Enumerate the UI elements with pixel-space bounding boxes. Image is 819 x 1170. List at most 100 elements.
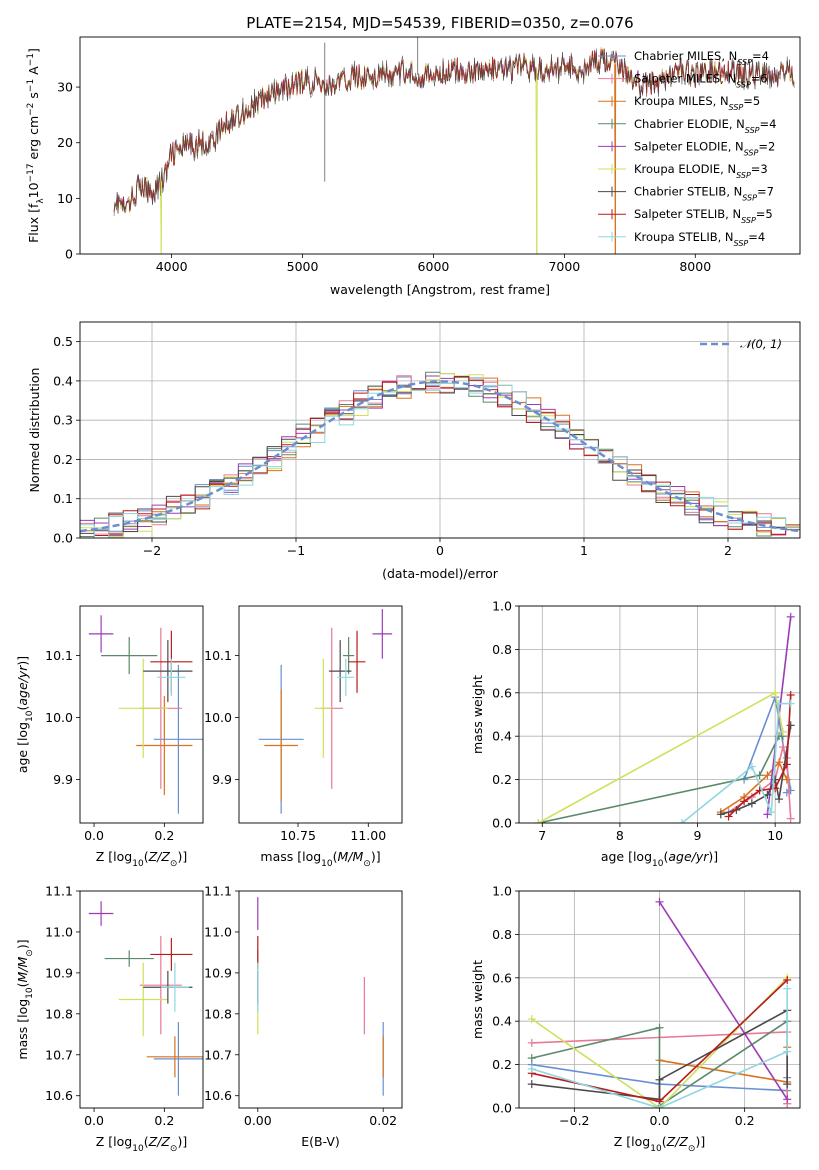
x-tick-label: 1 xyxy=(580,543,588,558)
x-tick-label: −2 xyxy=(143,543,161,558)
x-tick-label: 0.0 xyxy=(84,1113,104,1128)
x-tick-label: 7 xyxy=(538,828,546,843)
y-tick-label: 10.6 xyxy=(204,1088,232,1103)
y-tick-label: 11.0 xyxy=(45,924,73,939)
x-axis-label: age [log10(age/yr)] xyxy=(601,849,718,869)
x-tick-label: 11.00 xyxy=(350,828,386,843)
y-tick-label: 0.4 xyxy=(492,1014,512,1029)
figure-title: PLATE=2154, MJD=54539, FIBERID=0350, z=0… xyxy=(246,14,633,32)
legend-label: Chabrier ELODIE, NSSP=4 xyxy=(634,117,776,135)
y-tick-label: 0.8 xyxy=(492,927,512,942)
y-tick-label: 0.6 xyxy=(492,685,512,700)
y-tick-label: 0.2 xyxy=(53,452,73,467)
y-tick-label: 0.2 xyxy=(492,772,512,787)
weight-vs-age-panel: 7 8 9 10 0.0 0.2 0.4 0.6 0.8 1.0 age [log10(age/yr… xyxy=(470,599,801,869)
y-tick-label: 10 xyxy=(57,191,73,206)
x-tick-label: 9 xyxy=(694,828,702,843)
axes-frame xyxy=(238,605,403,824)
weight-series xyxy=(534,612,795,823)
legend-label: Salpeter STELIB, NSSP=5 xyxy=(634,207,773,225)
x-tick-label: 6000 xyxy=(418,259,450,274)
x-tick-label: 0.00 xyxy=(244,1113,272,1128)
legend-label: Salpeter ELODIE, NSSP=2 xyxy=(634,139,775,157)
y-tick-label: 0.4 xyxy=(492,729,512,744)
x-axis-label: Z [log10(Z/Z⊙)] xyxy=(96,1134,187,1154)
y-tick-label: 10.1 xyxy=(45,648,73,663)
y-tick-label: 0.0 xyxy=(492,1101,512,1116)
x-tick-label: 0 xyxy=(436,543,444,558)
weight-line-salpeter-stelib xyxy=(728,694,792,818)
histogram-kroupa-stelib xyxy=(80,382,800,538)
weight-series xyxy=(527,897,792,1108)
age-vs-metallicity-panel: 0.0 0.2 9.9 10.0 10.1 Z [log10(Z/Z⊙)] age [log… xyxy=(15,605,204,869)
y-tick-label: 0.5 xyxy=(53,334,73,349)
spectrum-series-chabrier-stelib xyxy=(113,48,795,217)
y-tick-label: 0.0 xyxy=(492,816,512,831)
y-tick-label: 1.0 xyxy=(492,599,512,614)
y-tick-label: 10.7 xyxy=(204,1047,232,1062)
y-tick-label: 10.7 xyxy=(45,1047,73,1062)
y-tick-label: 0.0 xyxy=(53,531,73,546)
axes-frame xyxy=(238,890,403,1109)
y-tick-label: 10.6 xyxy=(45,1088,73,1103)
axes-frame xyxy=(79,321,801,539)
y-axis-label: Flux [fλ10−17 erg cm−2 s−1 A−1] xyxy=(26,48,46,243)
x-axis-label: (data-model)/error xyxy=(382,566,499,581)
legend-label: Kroupa ELODIE, NSSP=3 xyxy=(634,162,768,180)
x-tick-label: 0.2 xyxy=(154,1113,174,1128)
y-tick-label: 9.9 xyxy=(53,772,73,787)
y-tick-label: 9.9 xyxy=(212,772,232,787)
y-tick-label: 10.8 xyxy=(204,1006,232,1021)
legend-label: Chabrier STELIB, NSSP=7 xyxy=(634,185,774,203)
x-axis-label: wavelength [Angstrom, rest frame] xyxy=(330,282,550,297)
x-tick-label: 4000 xyxy=(156,259,188,274)
x-tick-label: 2 xyxy=(724,543,732,558)
x-tick-label: −1 xyxy=(287,543,305,558)
y-axis-label: Normed distribution xyxy=(27,368,42,493)
y-tick-label: 10.9 xyxy=(204,965,232,980)
weight-line-kroupa-elodie xyxy=(538,691,784,823)
weight-line-chabrier-elodie xyxy=(531,1020,788,1108)
legend-label: Kroupa MILES, NSSP=5 xyxy=(634,94,760,112)
y-axis-label: mass weight xyxy=(470,960,485,1039)
axes-frame xyxy=(518,605,801,824)
x-axis-label: Z [log10(Z/Z⊙)] xyxy=(96,849,187,869)
weight-line-chabrier-stelib xyxy=(720,725,792,816)
x-tick-label: 8000 xyxy=(679,259,711,274)
y-tick-label: 0.8 xyxy=(492,642,512,657)
y-tick-label: 11.1 xyxy=(45,884,73,899)
x-tick-label: 8 xyxy=(616,828,624,843)
residuals-panel: −2 −1 0 1 2 0.0 0.1 0.2 0.3 0.4 0.5 𝒩(0, 1) (data-mo… xyxy=(27,321,801,581)
x-tick-label: 0.2 xyxy=(154,828,174,843)
axes-frame xyxy=(79,890,204,1109)
y-tick-label: 10.9 xyxy=(45,965,73,980)
weight-line-kroupa-stelib xyxy=(681,702,791,823)
y-tick-label: 1.0 xyxy=(492,884,512,899)
y-tick-label: 10.8 xyxy=(45,1006,73,1021)
x-tick-label: 5000 xyxy=(287,259,319,274)
x-tick-label: 7000 xyxy=(548,259,580,274)
spectrum-lines xyxy=(113,37,795,254)
y-tick-label: 0.6 xyxy=(492,970,512,985)
spectrum-panel: 4000 5000 6000 7000 8000 0 10 20 30 Chabrier MILE… xyxy=(26,36,801,297)
legend-label: Kroupa STELIB, NSSP=4 xyxy=(634,230,765,248)
axes-frame xyxy=(79,605,204,824)
y-tick-label: 0.3 xyxy=(53,413,73,428)
y-tick-label: 0 xyxy=(65,247,73,262)
y-tick-label: 11.1 xyxy=(204,884,232,899)
y-tick-label: 30 xyxy=(57,80,73,95)
mass-vs-metallicity-panel: 0.0 0.2 10.6 10.7 10.8 10.9 11.0 11.1 Z [log10(Z… xyxy=(15,884,204,1154)
histograms xyxy=(80,371,800,538)
y-tick-label: 20 xyxy=(57,135,73,150)
legend-label: Salpeter MILES, NSSP=6 xyxy=(634,72,768,90)
x-tick-label: 10.75 xyxy=(280,828,316,843)
y-tick-label: 0.4 xyxy=(53,373,73,388)
axes-frame xyxy=(518,890,801,1109)
x-tick-label: −0.2 xyxy=(559,1113,589,1128)
x-axis-label: Z [log10(Z/Z⊙)] xyxy=(614,1134,705,1154)
legend-label: 𝒩(0, 1) xyxy=(740,337,782,351)
weight-line-salpeter-elodie xyxy=(658,901,788,1100)
axes-frame xyxy=(79,36,801,255)
mass-vs-reddening-panel: 0.00 0.02 10.6 10.7 10.8 10.9 11.0 11.1 E(B-V) xyxy=(204,884,403,1149)
